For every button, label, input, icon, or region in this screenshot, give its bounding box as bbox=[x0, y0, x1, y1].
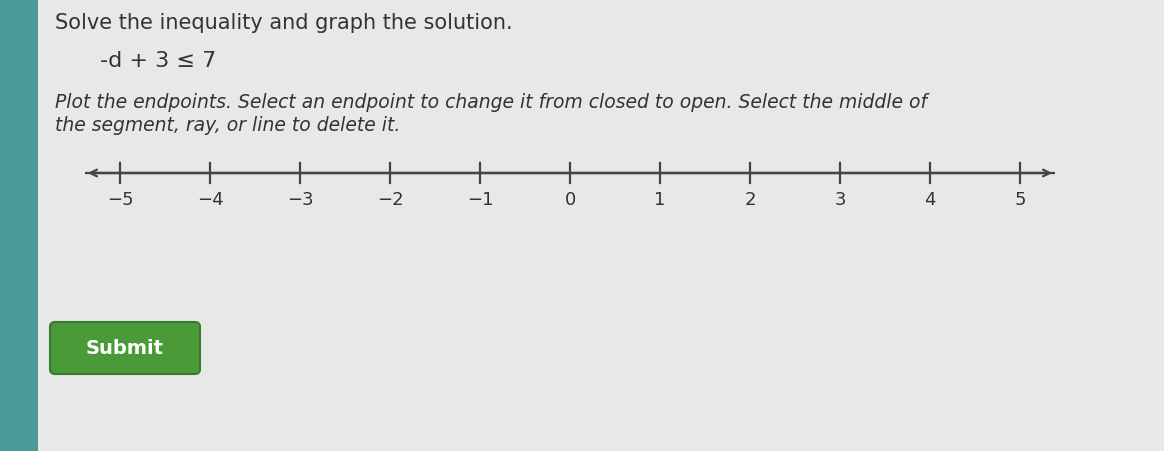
Text: Submit: Submit bbox=[86, 339, 164, 358]
Text: -d + 3 ≤ 7: -d + 3 ≤ 7 bbox=[100, 51, 217, 71]
Text: the segment, ray, or line to delete it.: the segment, ray, or line to delete it. bbox=[55, 116, 400, 135]
Text: −2: −2 bbox=[377, 191, 403, 209]
Text: −3: −3 bbox=[286, 191, 313, 209]
Text: 0: 0 bbox=[565, 191, 576, 209]
Text: Solve the inequality and graph the solution.: Solve the inequality and graph the solut… bbox=[55, 13, 512, 33]
FancyBboxPatch shape bbox=[0, 0, 38, 451]
Text: −5: −5 bbox=[107, 191, 134, 209]
Text: −1: −1 bbox=[467, 191, 494, 209]
Text: 3: 3 bbox=[835, 191, 846, 209]
Text: 2: 2 bbox=[744, 191, 755, 209]
FancyBboxPatch shape bbox=[50, 322, 200, 374]
Text: Plot the endpoints. Select an endpoint to change it from closed to open. Select : Plot the endpoints. Select an endpoint t… bbox=[55, 93, 927, 112]
Text: 1: 1 bbox=[654, 191, 666, 209]
Text: 4: 4 bbox=[924, 191, 936, 209]
Text: 5: 5 bbox=[1014, 191, 1025, 209]
Text: −4: −4 bbox=[197, 191, 223, 209]
FancyBboxPatch shape bbox=[38, 0, 1164, 451]
